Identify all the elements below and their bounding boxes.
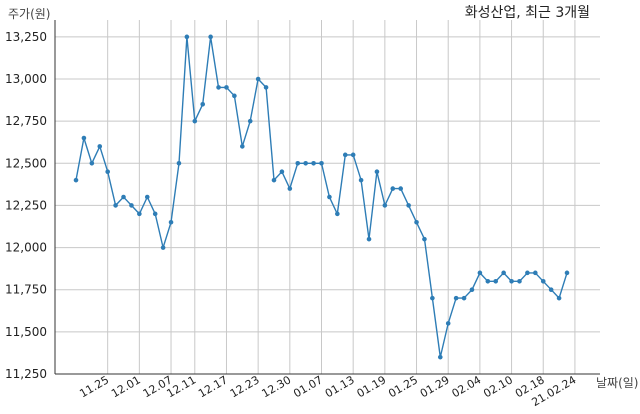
price-point bbox=[152, 211, 158, 217]
price-point bbox=[184, 34, 190, 40]
x-tick-label: 01.29 bbox=[418, 373, 452, 400]
price-point bbox=[160, 245, 166, 250]
price-point bbox=[548, 287, 554, 293]
x-tick-label: 12.23 bbox=[228, 373, 262, 400]
x-tick-label: 02.10 bbox=[481, 373, 515, 400]
y-tick-label: 11,250 bbox=[5, 367, 47, 381]
y-tick-label: 13,250 bbox=[5, 30, 47, 44]
y-tick-label: 13,000 bbox=[5, 72, 47, 86]
price-point bbox=[564, 270, 570, 276]
x-tick-label: 01.13 bbox=[323, 373, 357, 400]
price-point bbox=[430, 295, 435, 301]
price-series bbox=[73, 34, 570, 360]
y-tick-labels: 11,250 11,500 11,750 12,000 12,250 12,500 12,7… bbox=[5, 30, 47, 381]
price-point bbox=[540, 278, 546, 284]
price-point bbox=[303, 160, 308, 166]
price-point bbox=[533, 270, 538, 276]
price-point bbox=[525, 270, 530, 276]
price-point bbox=[517, 278, 522, 284]
price-point bbox=[176, 160, 182, 166]
price-point bbox=[105, 169, 110, 175]
x-axis-label: 날짜(일) bbox=[596, 376, 638, 390]
price-point bbox=[342, 152, 348, 158]
price-point bbox=[287, 186, 293, 191]
price-point bbox=[382, 203, 388, 208]
x-tick-label: 02.04 bbox=[450, 373, 484, 400]
price-point bbox=[390, 186, 396, 191]
axes bbox=[54, 20, 600, 375]
x-tick-labels: 11.2512.0112.0712.1112.1712.2312.3001.07… bbox=[77, 373, 578, 409]
price-point bbox=[89, 160, 95, 166]
price-point bbox=[97, 144, 103, 149]
x-tick-label: 01.19 bbox=[355, 373, 389, 400]
price-point bbox=[445, 321, 451, 326]
price-point bbox=[200, 101, 206, 107]
price-point bbox=[477, 270, 483, 276]
price-point bbox=[81, 135, 87, 141]
price-point bbox=[240, 144, 245, 149]
price-point bbox=[422, 236, 427, 242]
price-point bbox=[295, 160, 301, 166]
price-point bbox=[144, 194, 150, 200]
price-point bbox=[358, 177, 364, 183]
price-point bbox=[113, 203, 118, 208]
price-point bbox=[461, 295, 467, 301]
price-point bbox=[247, 118, 253, 124]
y-tick-label: 11,500 bbox=[5, 325, 47, 339]
y-tick-label: 11,750 bbox=[5, 283, 47, 297]
price-point bbox=[129, 203, 134, 208]
price-point bbox=[73, 177, 79, 183]
y-axis-label: 주가(원) bbox=[8, 7, 50, 21]
price-point bbox=[556, 295, 562, 301]
x-tick-label: 12.17 bbox=[196, 373, 230, 400]
price-point bbox=[414, 219, 419, 225]
x-tick-label: 01.07 bbox=[291, 373, 325, 400]
price-point bbox=[208, 34, 213, 40]
price-point bbox=[255, 76, 261, 82]
price-point bbox=[319, 160, 324, 166]
price-point bbox=[485, 278, 491, 284]
price-point bbox=[493, 278, 499, 284]
price-point bbox=[137, 211, 142, 217]
chart-title: 화성산업, 최근 3개월 bbox=[465, 5, 590, 21]
price-point bbox=[279, 169, 285, 175]
x-tick-label: 01.25 bbox=[386, 373, 420, 400]
price-point bbox=[469, 287, 475, 293]
price-point bbox=[509, 278, 514, 284]
price-point bbox=[398, 186, 403, 191]
x-tick-label: 12.30 bbox=[260, 373, 294, 400]
price-point bbox=[406, 203, 411, 208]
price-point bbox=[327, 194, 332, 200]
price-point bbox=[350, 152, 356, 158]
price-point bbox=[335, 211, 340, 217]
price-point bbox=[216, 85, 221, 90]
price-point bbox=[366, 236, 372, 242]
price-point bbox=[192, 118, 198, 124]
price-point bbox=[168, 219, 174, 225]
price-point bbox=[311, 160, 316, 166]
price-point bbox=[121, 194, 126, 200]
price-point bbox=[224, 85, 229, 90]
x-tick-label: 11.25 bbox=[77, 373, 111, 400]
price-point bbox=[232, 93, 237, 99]
y-tick-label: 12,000 bbox=[5, 241, 47, 255]
x-tick-label: 12.01 bbox=[109, 373, 143, 400]
price-point bbox=[453, 295, 459, 301]
price-point bbox=[374, 169, 380, 175]
price-point bbox=[263, 85, 269, 90]
y-tick-label: 12,500 bbox=[5, 156, 47, 170]
price-point bbox=[271, 177, 277, 183]
price-point bbox=[437, 354, 443, 360]
price-point bbox=[501, 270, 506, 276]
y-tick-label: 12,750 bbox=[5, 114, 47, 128]
grid bbox=[55, 20, 600, 375]
y-tick-label: 12,250 bbox=[5, 198, 47, 212]
